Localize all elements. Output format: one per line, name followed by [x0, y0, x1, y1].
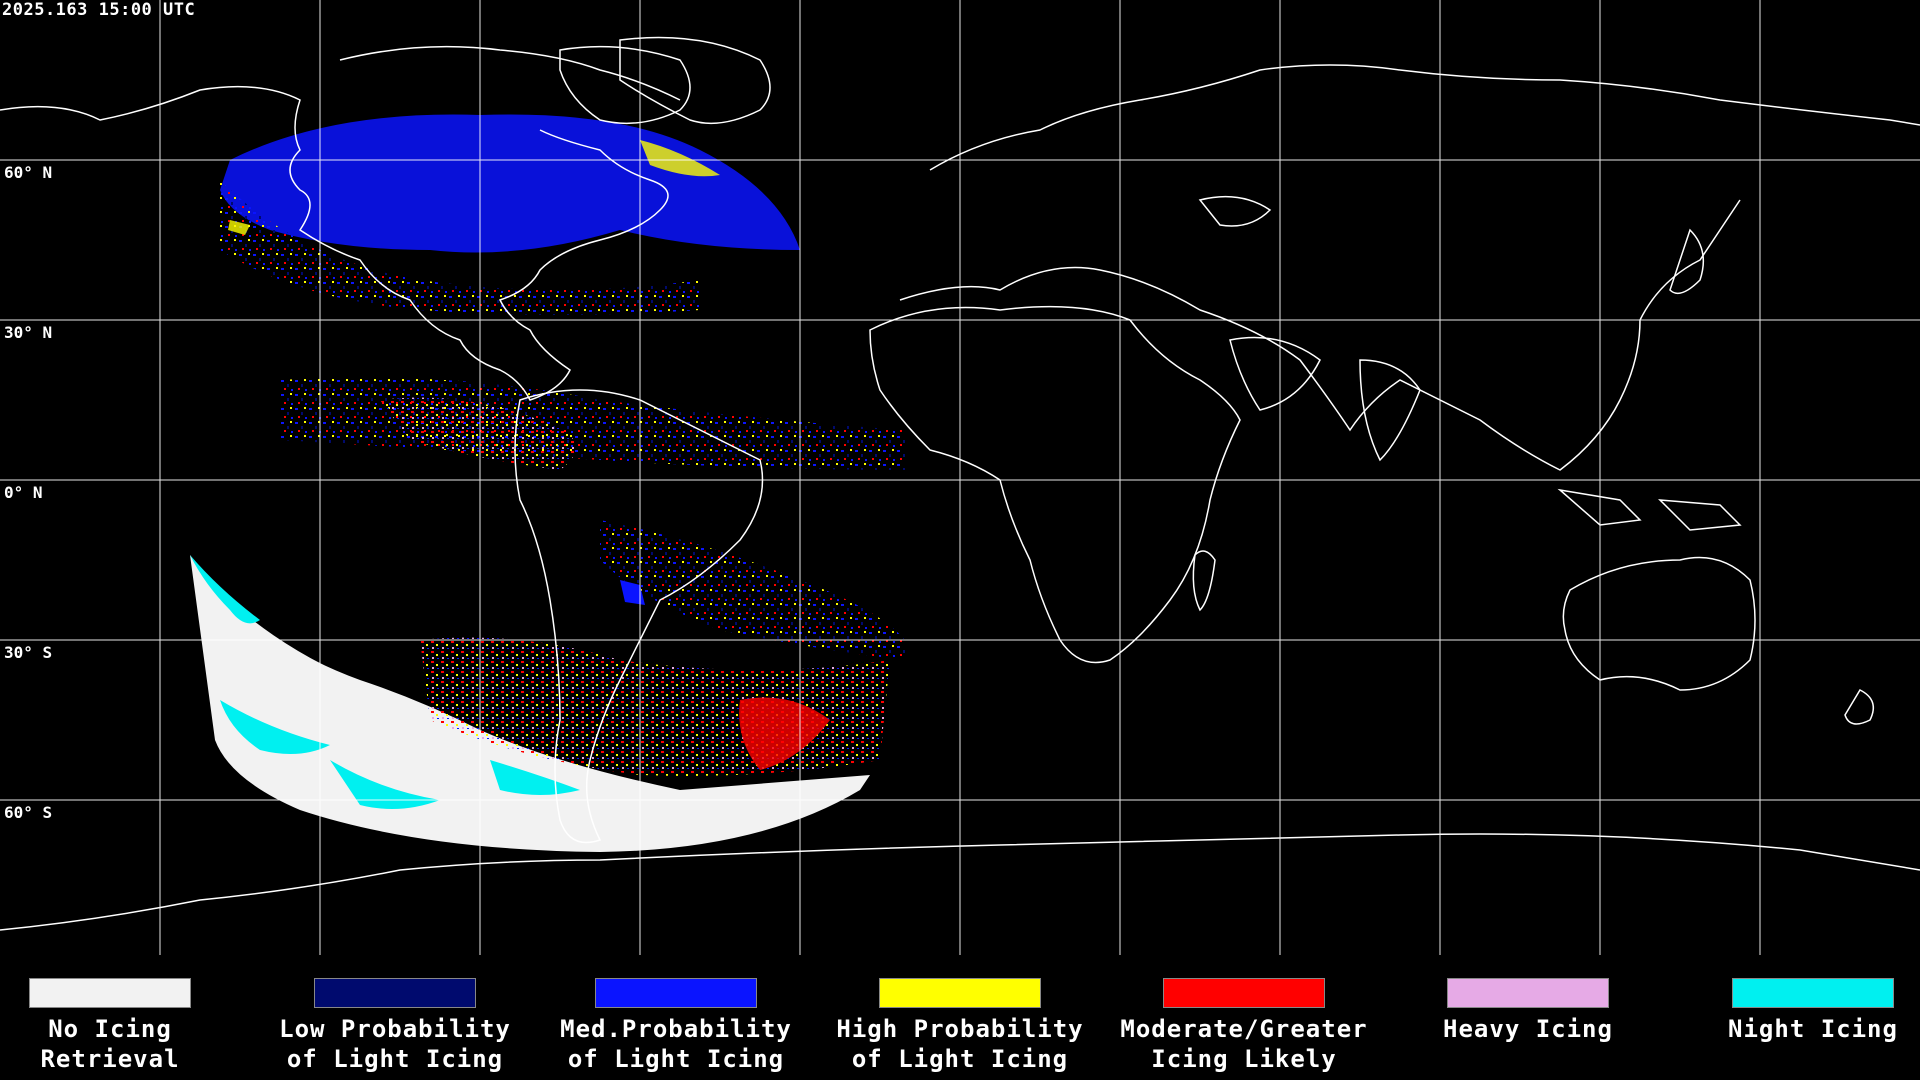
high-icing-region	[380, 397, 576, 470]
legend-label: No Icing Retrieval	[40, 1015, 180, 1073]
legend-item-night-icing: Night Icing	[1678, 978, 1920, 1044]
high-icing-region	[228, 220, 250, 235]
lat-label-30n: 30° N	[4, 323, 53, 342]
legend-swatch	[595, 978, 757, 1008]
med-icing-region	[220, 114, 800, 253]
map-canvas	[0, 0, 1920, 955]
legend-label: Low Probability of Light Icing	[279, 1015, 511, 1073]
med-icing-region	[220, 180, 700, 315]
legend-item-no-icing: No Icing Retrieval	[0, 978, 245, 1074]
legend-item-high-probability: High Probability of Light Icing	[825, 978, 1095, 1074]
grid	[0, 0, 1920, 955]
legend-label: Heavy Icing	[1443, 1015, 1613, 1043]
legend: No Icing Retrieval Low Probability of Li…	[0, 960, 1920, 1080]
legend-swatch	[29, 978, 191, 1008]
legend-swatch	[1732, 978, 1894, 1008]
legend-swatch	[1447, 978, 1609, 1008]
no-icing-region	[240, 610, 380, 695]
moderate-icing-region	[739, 697, 830, 770]
med-icing-region	[600, 520, 905, 660]
med-icing-region	[620, 580, 645, 605]
night-icing-region	[190, 555, 260, 624]
legend-swatch	[314, 978, 476, 1008]
legend-label: Moderate/Greater Icing Likely	[1120, 1015, 1368, 1073]
lat-label-60s: 60° S	[4, 803, 53, 822]
legend-label: High Probability of Light Icing	[836, 1015, 1084, 1073]
med-icing-region	[280, 377, 905, 470]
high-icing-region	[640, 140, 720, 177]
legend-item-heavy-icing: Heavy Icing	[1393, 978, 1663, 1044]
legend-swatch	[1163, 978, 1325, 1008]
night-icing-region	[220, 700, 330, 754]
legend-item-moderate-icing: Moderate/Greater Icing Likely	[1109, 978, 1379, 1074]
legend-item-med-probability: Med.Probability of Light Icing	[541, 978, 811, 1074]
lat-label-30s: 30° S	[4, 643, 53, 662]
legend-item-low-probability: Low Probability of Light Icing	[260, 978, 530, 1074]
lat-label-60n: 60° N	[4, 163, 53, 182]
icing-retrieval-layer	[190, 114, 905, 852]
night-icing-region	[490, 760, 580, 795]
icing-map: 2025.163 15:00 UTC 60° N 30° N 0° N 30° …	[0, 0, 1920, 955]
lat-label-0n: 0° N	[4, 483, 43, 502]
legend-label: Night Icing	[1728, 1015, 1898, 1043]
legend-label: Med.Probability of Light Icing	[560, 1015, 792, 1073]
night-icing-region	[330, 760, 440, 809]
legend-swatch	[879, 978, 1041, 1008]
timestamp: 2025.163 15:00 UTC	[2, 0, 196, 20]
